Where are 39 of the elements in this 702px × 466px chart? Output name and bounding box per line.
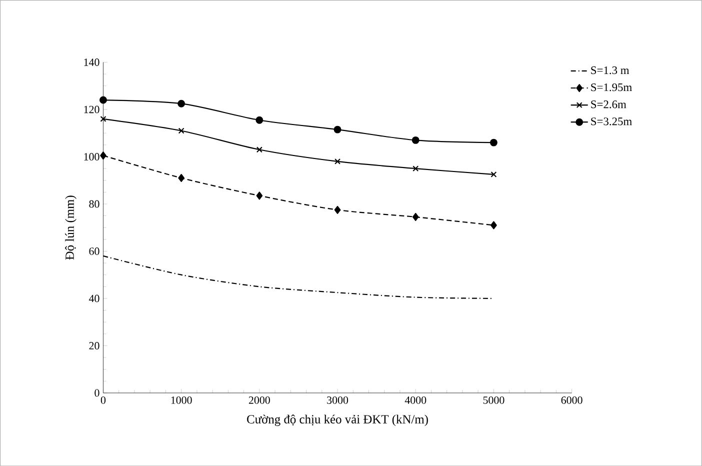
y-axis-title: Độ lún (mm) (65, 196, 76, 260)
x-tick-label: 3000 (327, 396, 348, 404)
point (99, 96, 107, 104)
y-tick-label: 60 (89, 247, 100, 255)
legend-label: S=3.25m (591, 117, 632, 126)
point (178, 100, 186, 108)
point (256, 116, 264, 124)
point (490, 138, 498, 146)
point (100, 151, 106, 160)
y-tick-label: 80 (89, 200, 100, 208)
point (412, 136, 420, 144)
x-axis-title: Cường độ chịu kéo vải ĐKT (kN/m) (247, 414, 428, 426)
y-tick-label: 20 (89, 342, 100, 350)
y-tick-label: 0 (94, 389, 100, 397)
legend-label: S=1.3 m (591, 66, 630, 74)
legend-label: S=1.95m (591, 83, 632, 92)
x-tick-label: 6000 (561, 396, 582, 404)
point (100, 116, 106, 122)
x-tick-label: 0 (100, 396, 106, 404)
legend-label: S=2.6m (591, 100, 626, 108)
x-tick-label: 2000 (248, 396, 270, 404)
point (490, 221, 497, 230)
point (256, 192, 263, 200)
point (412, 212, 419, 221)
point (490, 171, 497, 178)
x-tick-label: 5000 (483, 396, 504, 404)
point (334, 206, 341, 214)
point (334, 126, 342, 134)
y-tick-label: 120 (84, 106, 100, 114)
x-tick-label: 4000 (404, 396, 426, 404)
point (256, 146, 262, 153)
point (334, 158, 341, 164)
x-tick-label: 1000 (171, 396, 192, 404)
point (178, 174, 184, 182)
y-tick-label: 100 (84, 152, 100, 160)
point (178, 128, 184, 134)
point (412, 165, 419, 172)
y-tick-label: 40 (88, 294, 100, 302)
y-tick-label: 140 (84, 58, 100, 66)
